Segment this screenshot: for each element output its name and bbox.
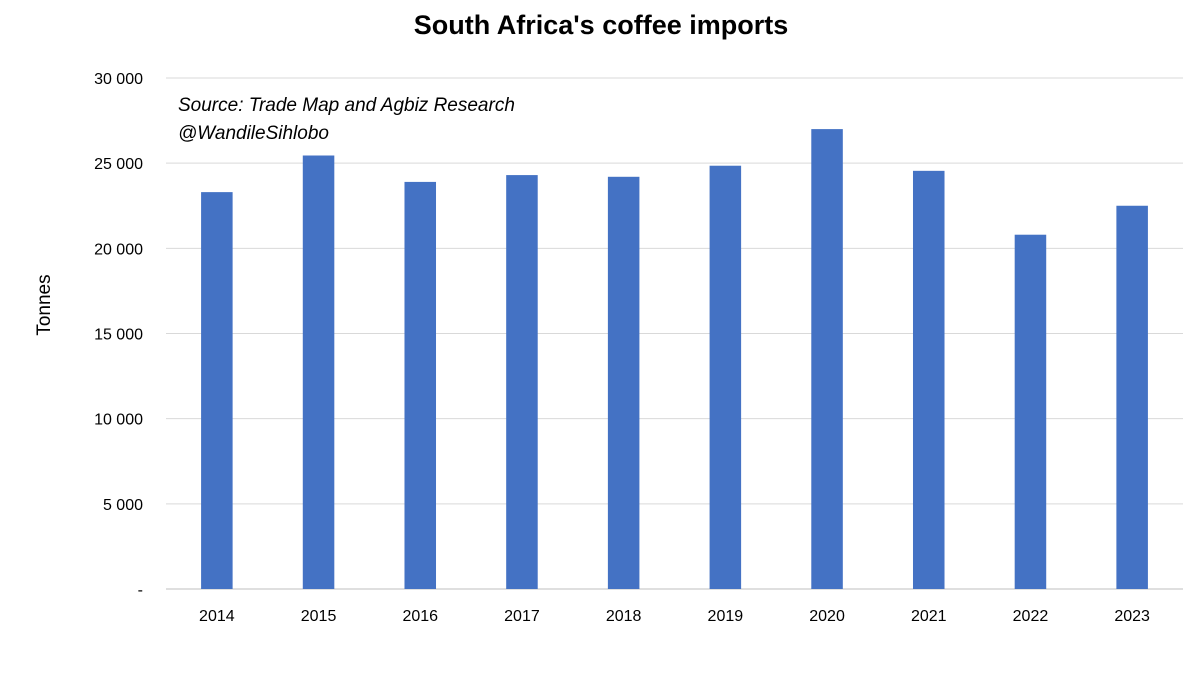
bar-2023 — [1116, 205, 1148, 589]
y-axis: - 5 000 10 000 15 000 20 000 25 000 30 000 — [94, 71, 143, 599]
x-tick-label: 2018 — [606, 608, 642, 625]
bar-2021 — [912, 170, 945, 589]
x-tick-label: 2015 — [301, 608, 337, 625]
bars — [201, 129, 1148, 590]
x-tick-label: 2014 — [199, 608, 235, 625]
x-tick-label: 2017 — [504, 608, 540, 625]
x-axis: 2014 2015 2016 2017 2018 2019 2020 2021 2022 2023 — [199, 608, 1150, 625]
x-tick-label: 2021 — [911, 608, 947, 625]
chart-title: South Africa's coffee imports — [414, 10, 788, 40]
x-tick-label: 2016 — [402, 608, 438, 625]
y-tick-label: 25 000 — [94, 156, 143, 173]
bar-2019 — [709, 165, 742, 589]
y-axis-title: Tonnes — [34, 274, 55, 335]
bar-2018 — [607, 176, 640, 589]
bar-2022 — [1014, 234, 1047, 589]
bar-2014 — [201, 192, 233, 589]
x-tick-label: 2022 — [1013, 608, 1049, 625]
y-tick-label: 15 000 — [94, 327, 143, 344]
x-tick-label: 2020 — [809, 608, 845, 625]
bar-2020 — [811, 129, 843, 589]
y-tick-label: 30 000 — [94, 71, 143, 88]
author-annotation: @WandileSihlobo — [178, 123, 329, 144]
bar-2017 — [506, 175, 538, 589]
y-tick-label: 20 000 — [94, 241, 143, 258]
y-tick-label: 10 000 — [94, 412, 143, 429]
x-tick-label: 2019 — [708, 608, 744, 625]
bar-2015 — [302, 155, 335, 590]
source-annotation: Source: Trade Map and Agbiz Research — [178, 95, 515, 116]
bar-2016 — [404, 181, 437, 590]
gridlines — [166, 77, 1183, 590]
y-tick-label: 5 000 — [103, 497, 143, 514]
x-tick-label: 2023 — [1114, 608, 1150, 625]
y-tick-label: - — [138, 582, 143, 599]
